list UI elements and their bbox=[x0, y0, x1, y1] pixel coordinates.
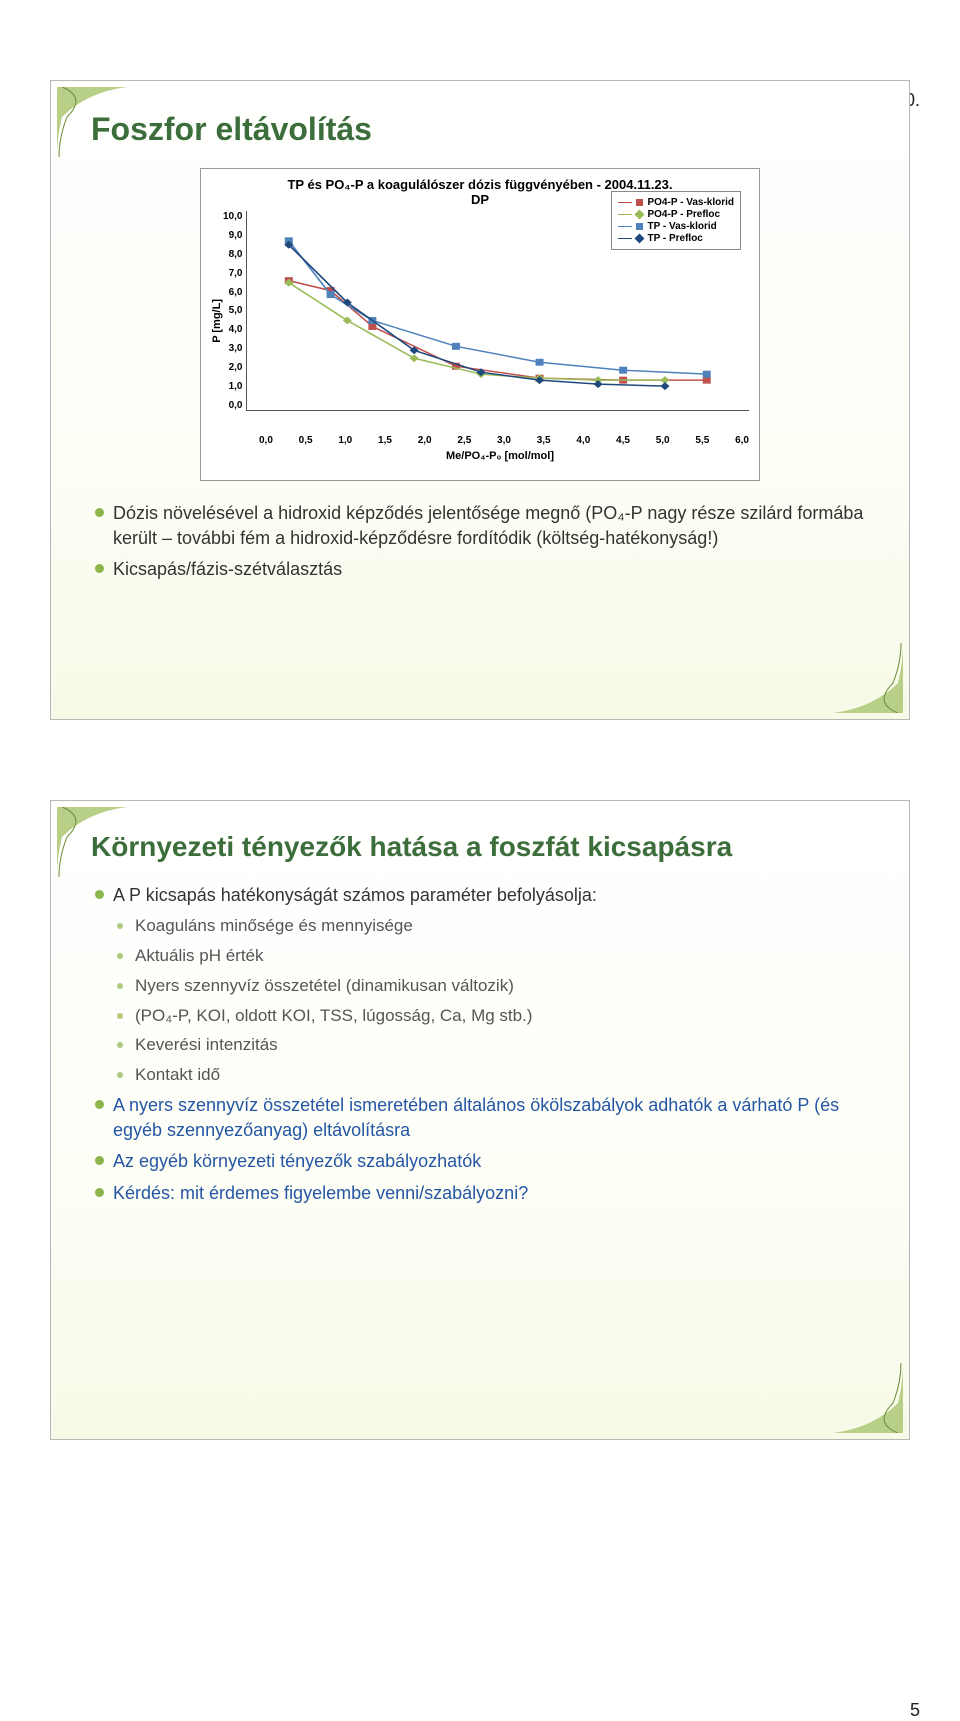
y-tick: 10,0 bbox=[223, 211, 242, 222]
x-tick: 0,5 bbox=[299, 435, 313, 446]
y-tick: 9,0 bbox=[223, 230, 242, 241]
corner-decor-br bbox=[833, 643, 903, 713]
legend-item: PO4-P - Vas-klorid bbox=[618, 197, 734, 208]
y-tick: 2,0 bbox=[223, 362, 242, 373]
slide2-bullets: A P kicsapás hatékonyságát számos paramé… bbox=[91, 883, 869, 1206]
slide-2: Környezeti tényezők hatása a foszfát kic… bbox=[50, 800, 910, 1440]
bullet-item: Dózis növelésével a hidroxid képződés je… bbox=[91, 501, 869, 551]
sub-bullet-item: Nyers szennyvíz összetétel (dinamikusan … bbox=[113, 974, 869, 998]
chart-title-b: DP bbox=[471, 192, 489, 207]
x-tick: 1,5 bbox=[378, 435, 392, 446]
y-tick: 6,0 bbox=[223, 287, 242, 298]
x-tick: 2,0 bbox=[418, 435, 432, 446]
sub-bullet-item: Kontakt idő bbox=[113, 1063, 869, 1087]
y-tick: 3,0 bbox=[223, 343, 242, 354]
x-tick: 3,5 bbox=[537, 435, 551, 446]
corner-decor-br bbox=[833, 1363, 903, 1433]
x-tick: 6,0 bbox=[735, 435, 749, 446]
x-tick: 1,0 bbox=[338, 435, 352, 446]
page-number: 5 bbox=[910, 1700, 920, 1721]
y-tick: 0,0 bbox=[223, 400, 242, 411]
x-tick: 3,0 bbox=[497, 435, 511, 446]
x-tick: 4,0 bbox=[576, 435, 590, 446]
bullet-item: A nyers szennyvíz összetétel ismeretében… bbox=[91, 1093, 869, 1143]
corner-decor-tl bbox=[57, 807, 127, 877]
y-tick: 5,0 bbox=[223, 305, 242, 316]
sub-bullet-item: (PO₄-P, KOI, oldott KOI, TSS, lúgosság, … bbox=[113, 1004, 869, 1028]
slide2-title: Környezeti tényezők hatása a foszfát kic… bbox=[91, 831, 869, 863]
y-tick: 7,0 bbox=[223, 268, 242, 279]
bullet-item: Kérdés: mit érdemes figyelembe venni/sza… bbox=[91, 1181, 869, 1206]
bullet-item: Az egyéb környezeti tényezők szabályozha… bbox=[91, 1149, 869, 1174]
corner-decor-tl bbox=[57, 87, 127, 157]
x-tick: 4,5 bbox=[616, 435, 630, 446]
x-axis-label: Me/PO₄-P₀ [mol/mol] bbox=[251, 450, 749, 462]
bullet-item: Kicsapás/fázis-szétválasztás bbox=[91, 557, 869, 582]
x-tick: 5,5 bbox=[695, 435, 709, 446]
y-tick: 8,0 bbox=[223, 249, 242, 260]
chart-title-a: TP és PO₄-P a koagulálószer dózis függvé… bbox=[287, 177, 672, 192]
bullet-item: A P kicsapás hatékonyságát számos paramé… bbox=[91, 883, 869, 908]
chart-plot bbox=[246, 211, 749, 411]
sub-bullet-item: Aktuális pH érték bbox=[113, 944, 869, 968]
y-tick: 1,0 bbox=[223, 381, 242, 392]
slide1-title: Foszfor eltávolítás bbox=[91, 111, 869, 148]
sub-bullet-item: Keverési intenzitás bbox=[113, 1033, 869, 1057]
slide-1: Foszfor eltávolítás TP és PO₄-P a koagul… bbox=[50, 80, 910, 720]
x-ticks: 0,0 0,5 1,0 1,5 2,0 2,5 3,0 3,5 4,0 4,5 5,0 5,5 6,0 bbox=[259, 435, 749, 446]
chart-container: TP és PO₄-P a koagulálószer dózis függvé… bbox=[200, 168, 760, 481]
sub-bullet-item: Koaguláns minősége és mennyisége bbox=[113, 914, 869, 938]
y-tick: 4,0 bbox=[223, 324, 242, 335]
x-tick: 0,0 bbox=[259, 435, 273, 446]
y-ticks: 10,0 9,0 8,0 7,0 6,0 5,0 4,0 3,0 2,0 1,0 0,0 bbox=[223, 211, 246, 411]
slide1-bullets: Dózis növelésével a hidroxid képződés je… bbox=[91, 501, 869, 583]
x-tick: 5,0 bbox=[656, 435, 670, 446]
chart-area: P [mg/L] 10,0 9,0 8,0 7,0 6,0 5,0 4,0 3,0 2,0 1,0… bbox=[211, 211, 749, 431]
x-tick: 2,5 bbox=[457, 435, 471, 446]
y-axis-label: P [mg/L] bbox=[211, 299, 223, 343]
